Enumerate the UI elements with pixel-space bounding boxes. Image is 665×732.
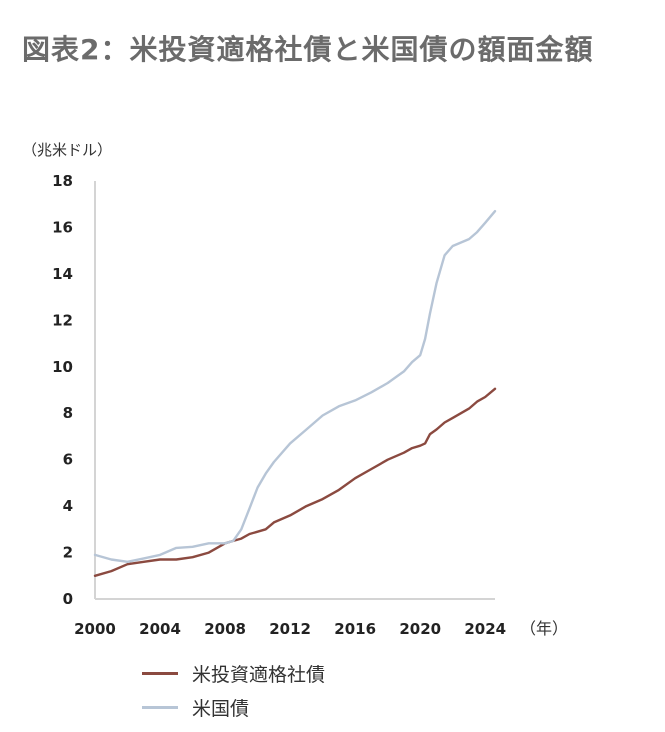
legend-swatch-treasuries [142, 705, 178, 709]
x-tick-label: 2020 [399, 620, 441, 638]
legend: 米投資適格社債 米国債 [142, 656, 325, 724]
y-tick-label: 2 [63, 544, 73, 562]
y-tick-label: 16 [52, 218, 73, 236]
series-line-corporate-bonds [93, 387, 497, 577]
y-tick-label: 18 [52, 172, 73, 190]
y-tick-label: 0 [63, 590, 73, 608]
legend-item-treasuries: 米国債 [142, 690, 325, 724]
x-tick-label: 2000 [74, 620, 116, 638]
legend-label-corporate-bonds: 米投資適格社債 [192, 663, 326, 686]
legend-label-treasuries: 米国債 [192, 697, 250, 720]
y-tick-label: 8 [63, 404, 73, 422]
y-axis: 0 2 4 6 8 10 12 14 16 18 [52, 172, 96, 608]
y-tick-label: 6 [63, 451, 73, 469]
x-tick-label: 2024 [464, 620, 506, 638]
y-axis-unit-label: （兆米ドル） [22, 141, 113, 159]
x-tick-label: 2016 [334, 620, 376, 638]
legend-swatch-corporate-bonds [142, 671, 178, 675]
line-chart: 0 2 4 6 8 10 12 14 16 18 2000 2004 2008 2012 2016 2020… [52, 172, 568, 638]
x-axis: 2000 2004 2008 2012 2016 2020 2024 （年） [74, 598, 568, 638]
series-lines [93, 209, 497, 577]
x-tick-label: 2004 [139, 620, 181, 638]
x-tick-label: 2008 [204, 620, 246, 638]
y-tick-label: 10 [52, 358, 73, 376]
y-tick-label: 4 [63, 497, 73, 515]
y-tick-label: 14 [52, 265, 73, 283]
x-axis-unit-label: （年） [520, 619, 568, 638]
series-line-treasuries [93, 209, 497, 563]
x-tick-label: 2012 [269, 620, 311, 638]
legend-item-corporate-bonds: 米投資適格社債 [142, 656, 325, 690]
chart-title: 図表2：米投資適格社債と米国債の額面金額 [22, 33, 594, 66]
y-tick-label: 12 [52, 311, 73, 329]
